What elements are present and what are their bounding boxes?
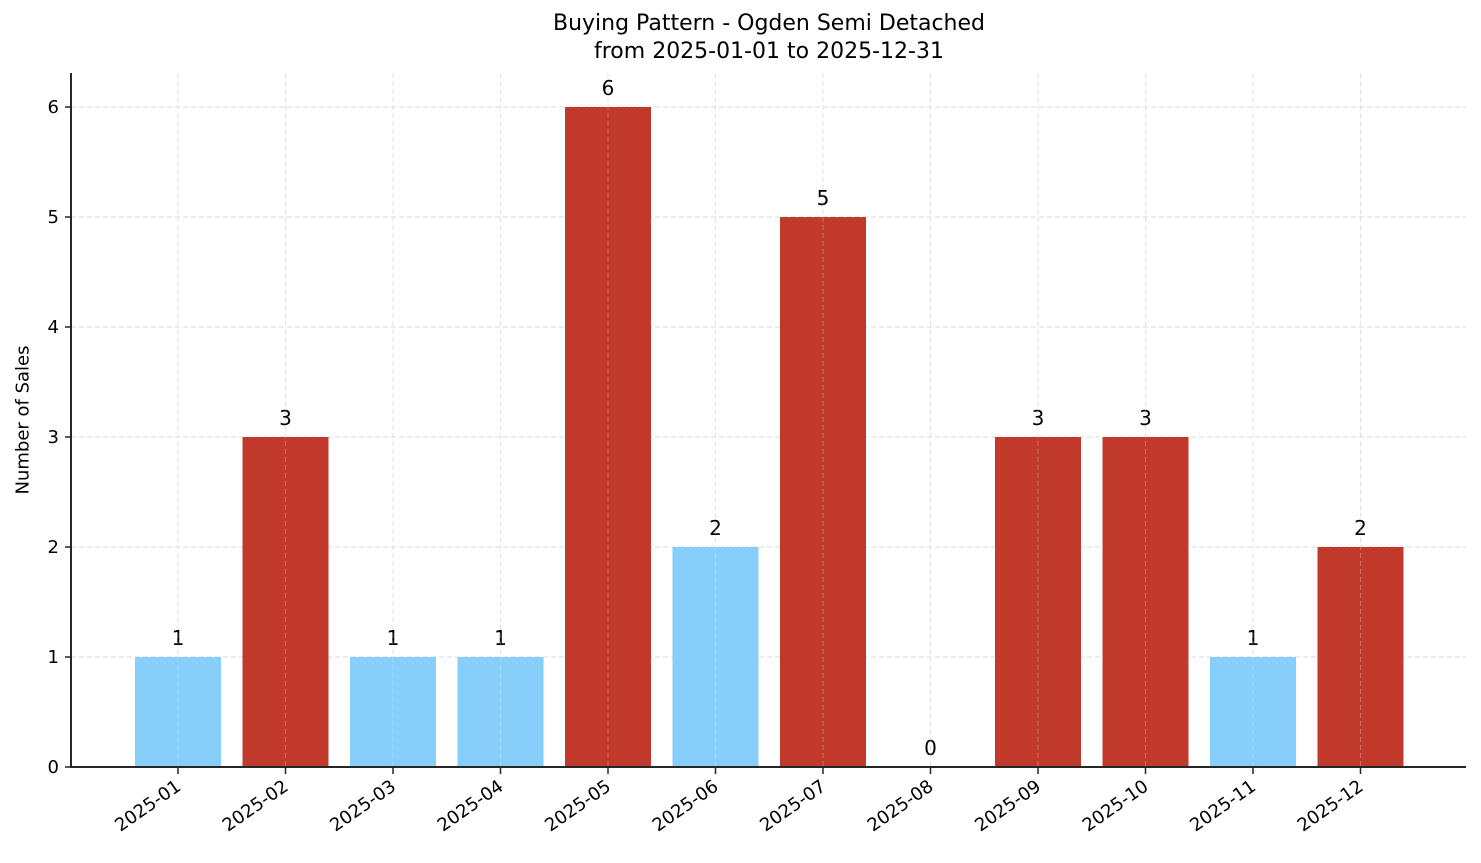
bar-2025-05 bbox=[565, 107, 651, 767]
x-tick-label: 2025-09 bbox=[971, 776, 1045, 836]
bar-2025-03 bbox=[350, 657, 436, 767]
bar-value-label: 1 bbox=[494, 626, 507, 650]
bar-2025-01 bbox=[135, 657, 221, 767]
bar-2025-09 bbox=[995, 437, 1081, 767]
chart-title-line1: Buying Pattern - Ogden Semi Detached bbox=[552, 11, 986, 36]
bar-2025-04 bbox=[457, 657, 544, 767]
bar-value-label: 6 bbox=[602, 76, 615, 100]
bar-value-label: 3 bbox=[279, 406, 292, 430]
y-tick-label: 1 bbox=[48, 647, 59, 668]
x-tick-label: 2025-06 bbox=[649, 776, 723, 836]
bar-value-label: 3 bbox=[1139, 406, 1152, 430]
bar-2025-02 bbox=[242, 437, 329, 767]
bar-2025-11 bbox=[1210, 657, 1296, 767]
x-tick-label: 2025-03 bbox=[326, 776, 400, 836]
y-tick-label: 2 bbox=[48, 537, 59, 558]
y-tick-label: 5 bbox=[48, 207, 59, 228]
bar-value-label: 0 bbox=[924, 736, 937, 760]
bar-value-label: 3 bbox=[1032, 406, 1045, 430]
bar-value-label: 1 bbox=[172, 626, 185, 650]
x-tick-label: 2025-02 bbox=[219, 776, 293, 836]
bar-2025-06 bbox=[672, 547, 759, 767]
x-tick-label: 2025-07 bbox=[756, 776, 830, 836]
chart-title-line2: from 2025-01-01 to 2025-12-31 bbox=[594, 39, 944, 64]
x-tick-label: 2025-12 bbox=[1294, 776, 1368, 836]
x-tick-label: 2025-10 bbox=[1079, 776, 1153, 836]
bar-value-label: 1 bbox=[1247, 626, 1260, 650]
bar-value-label: 2 bbox=[1354, 516, 1367, 540]
y-tick-label: 4 bbox=[48, 317, 59, 338]
x-tick-label: 2025-11 bbox=[1186, 776, 1260, 836]
x-tick-label: 2025-04 bbox=[434, 776, 508, 836]
x-tick-label: 2025-08 bbox=[864, 776, 938, 836]
y-tick-label: 0 bbox=[48, 757, 59, 778]
y-tick-label: 6 bbox=[48, 97, 59, 118]
bar-value-label: 5 bbox=[817, 186, 830, 210]
bar-2025-07 bbox=[780, 217, 866, 767]
bar-value-label: 1 bbox=[387, 626, 400, 650]
bar-2025-10 bbox=[1102, 437, 1189, 767]
x-tick-label: 2025-01 bbox=[111, 776, 185, 836]
chart-title: Buying Pattern - Ogden Semi Detached fro… bbox=[0, 10, 1481, 66]
x-tick-label: 2025-05 bbox=[541, 776, 615, 836]
y-tick-label: 3 bbox=[48, 427, 59, 448]
bar-value-label: 2 bbox=[709, 516, 722, 540]
bar-2025-12 bbox=[1317, 547, 1404, 767]
